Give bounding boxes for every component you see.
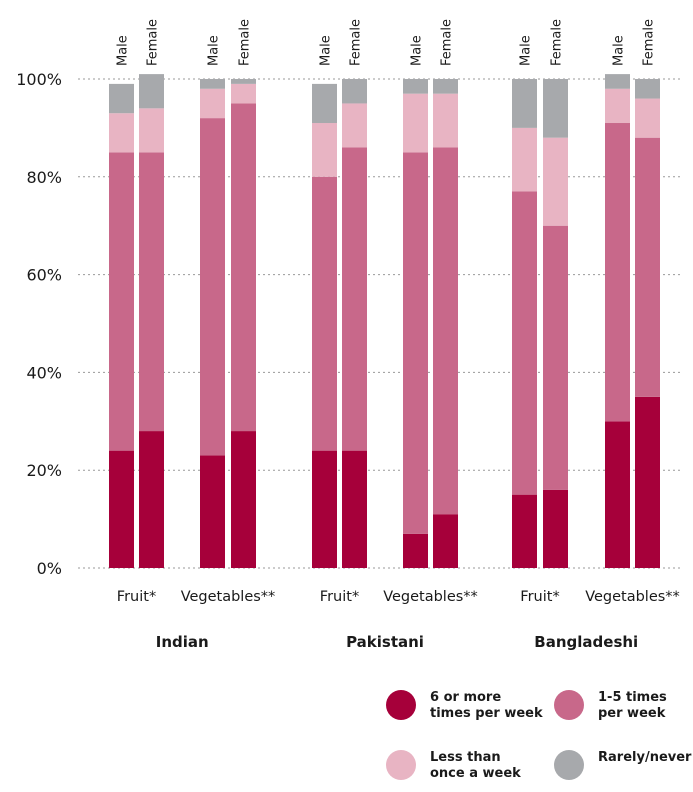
- bar-segment: [342, 103, 367, 148]
- bar-segment: [543, 137, 568, 226]
- bar-segment: [605, 421, 630, 568]
- sex-label: Female: [440, 19, 455, 66]
- legend-label-1-5-times: 1-5 times per week: [598, 690, 667, 721]
- bar-segment: [312, 83, 337, 124]
- sex-label: Female: [238, 19, 253, 66]
- sex-label: Male: [207, 35, 222, 66]
- sex-label: Female: [349, 19, 364, 66]
- sex-label: Male: [612, 35, 627, 66]
- bar-segment: [312, 123, 337, 177]
- bar-segment: [312, 450, 337, 568]
- bar-segment: [512, 494, 537, 568]
- legend-swatch-6-or-more: [386, 690, 416, 720]
- sex-label: Female: [550, 19, 565, 66]
- y-tick-label: 20%: [26, 461, 62, 480]
- legend-label-less-than-once: Less than once a week: [430, 750, 521, 781]
- legend-label-rarely-never: Rarely/never: [598, 750, 692, 765]
- bar-segment: [403, 152, 428, 534]
- bar-segment: [543, 225, 568, 490]
- legend-label-6-or-more: 6 or more times per week: [430, 690, 543, 721]
- bar-segment: [139, 152, 164, 432]
- bar-segment: [109, 450, 134, 568]
- bar-segment: [231, 79, 256, 84]
- legend-item-6-or-more: 6 or more times per week: [386, 690, 543, 722]
- food-label: Fruit*: [520, 589, 559, 605]
- bar-segment: [635, 137, 660, 397]
- bar-segment: [403, 79, 428, 94]
- bar-segment: [512, 127, 537, 192]
- bar-segment: [200, 88, 225, 119]
- bar-segment: [312, 176, 337, 451]
- bar-segment: [605, 123, 630, 422]
- bar-segment: [139, 431, 164, 568]
- bar-segment: [605, 74, 630, 89]
- food-label: Fruit*: [320, 589, 359, 605]
- y-tick-label: 40%: [26, 363, 62, 382]
- y-tick-label: 0%: [37, 559, 62, 578]
- legend-item-less-than-once: Less than once a week: [386, 750, 521, 782]
- bar-segment: [200, 79, 225, 89]
- bar-segment: [512, 191, 537, 495]
- legend-swatch-rarely-never: [554, 750, 584, 780]
- bar-segment: [200, 455, 225, 568]
- group-label: Indian: [156, 633, 209, 651]
- bar-segment: [231, 103, 256, 432]
- bar-segment: [512, 79, 537, 128]
- bar-segment: [109, 83, 134, 114]
- y-tick-label: 100%: [16, 70, 62, 89]
- bar-segment: [231, 83, 256, 104]
- sex-label: Male: [116, 35, 131, 66]
- sex-label: Female: [146, 19, 161, 66]
- bar-segment: [109, 152, 134, 451]
- bar-segment: [605, 88, 630, 124]
- bar-segment: [433, 93, 458, 148]
- bar-segment: [342, 79, 367, 104]
- bar-segment: [200, 118, 225, 456]
- bar-segment: [543, 79, 568, 138]
- y-tick-label: 80%: [26, 168, 62, 187]
- food-label: Vegetables**: [181, 589, 276, 605]
- sex-label: Male: [410, 35, 425, 66]
- group-label: Pakistani: [346, 633, 424, 651]
- bar-segment: [433, 79, 458, 94]
- bar-segment: [342, 450, 367, 568]
- bar-segment: [139, 108, 164, 153]
- food-label: Fruit*: [117, 589, 156, 605]
- bar-segment: [139, 74, 164, 109]
- legend-item-1-5-times: 1-5 times per week: [554, 690, 667, 722]
- bar-segment: [543, 489, 568, 568]
- bar-segment: [403, 93, 428, 153]
- legend-item-rarely-never: Rarely/never: [554, 750, 691, 780]
- y-tick-label: 60%: [26, 266, 62, 285]
- bar-segment: [433, 147, 458, 515]
- legend-swatch-1-5-times: [554, 690, 584, 720]
- legend-swatch-less-than-once: [386, 750, 416, 780]
- sex-label: Male: [319, 35, 334, 66]
- bar-segment: [635, 396, 660, 568]
- food-label: Vegetables**: [383, 589, 478, 605]
- bar-segment: [635, 98, 660, 138]
- food-label: Vegetables**: [585, 589, 680, 605]
- bar-segment: [433, 514, 458, 568]
- group-label: Bangladeshi: [534, 633, 638, 651]
- sex-label: Male: [519, 35, 534, 66]
- bar-segment: [403, 533, 428, 568]
- sex-label: Female: [642, 19, 657, 66]
- bar-segment: [231, 431, 256, 568]
- bar-segment: [342, 147, 367, 451]
- bar-segment: [635, 79, 660, 99]
- bar-segment: [109, 113, 134, 153]
